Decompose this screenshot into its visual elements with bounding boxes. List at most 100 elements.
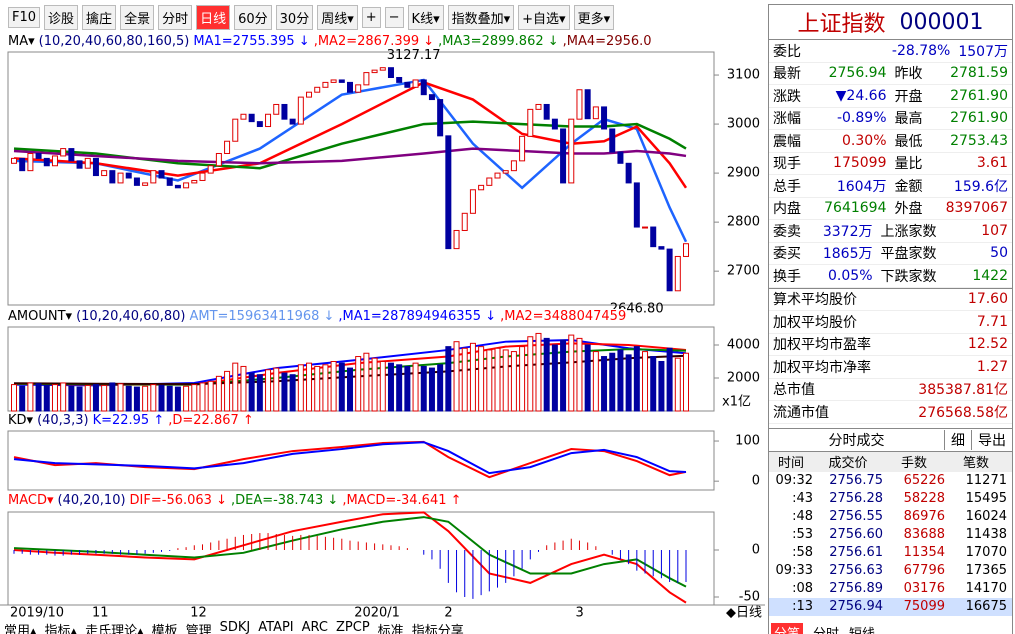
trade-cell: 2756.89 xyxy=(829,581,883,596)
trade-tab[interactable]: 导出 xyxy=(971,429,1012,450)
legend-item: AMOUNT▾ xyxy=(8,309,73,324)
bottom-tab[interactable]: 走氏理论▴ xyxy=(85,624,144,634)
stat-label: 加权平均市盈率 xyxy=(773,337,871,354)
toolbar-button[interactable]: K线▾ xyxy=(407,4,444,30)
macd-legend: MACD▾ (40,20,10) DIF=-56.063 ↓ ,DEA=-38.743… xyxy=(8,493,462,508)
toolbar-button[interactable]: + xyxy=(361,6,381,28)
volume-bar xyxy=(625,354,632,412)
candle xyxy=(166,177,173,186)
volume-bar xyxy=(355,356,362,412)
candle xyxy=(666,248,673,292)
quote-row: 委卖 3372万 上涨家数 107 xyxy=(769,220,1012,243)
y-tick-label: 4000 xyxy=(727,337,760,352)
candle xyxy=(527,108,534,137)
indicator-line xyxy=(13,120,687,170)
quote-cell: 3.61 xyxy=(976,155,1008,172)
trade-list: 09:32 2756.75 65226 11271:43 2756.28 58228 154… xyxy=(769,472,1012,616)
volume-bar xyxy=(379,360,386,412)
toolbar-button[interactable]: 30分 xyxy=(275,4,314,30)
bottom-tab[interactable]: 标准 xyxy=(377,624,404,634)
bottom-tabs: 常用▴ 指标▴ 走氏理论▴ 模板 管理 SDKJ ATAPI ARC ZPCP 标准 指标分享 xyxy=(4,620,464,634)
y-tick-label: 0 xyxy=(752,474,760,489)
toolbar-button[interactable]: 分时 xyxy=(158,4,193,30)
candle xyxy=(215,152,222,167)
trade-row: 09:33 2756.63 67796 17365 xyxy=(769,562,1012,580)
volume-bar xyxy=(371,357,378,412)
quote-row: 最新 2756.94 昨收 2781.59 xyxy=(769,63,1012,85)
volume-bar xyxy=(256,374,263,412)
right-tab[interactable]: 分笔 xyxy=(771,623,804,634)
quote-cell: 平盘家数 xyxy=(880,246,937,263)
stats-table: 算术平均股价 17.60 加权平均股价 7.71 加权平均市盈率 12.52 加权平均市净率… xyxy=(769,287,1012,424)
right-tab[interactable]: 分时 xyxy=(813,623,839,634)
bottom-tab[interactable]: SDKJ xyxy=(219,620,251,634)
trade-cell: 2756.63 xyxy=(829,563,883,578)
stat-row: 加权平均市净率 1.27 xyxy=(769,356,1012,379)
candle xyxy=(404,81,411,88)
candle xyxy=(183,182,190,189)
stat-label: 算术平均股价 xyxy=(773,292,857,309)
volume-bar xyxy=(265,369,272,412)
candle xyxy=(11,157,17,164)
toolbar-button[interactable]: 60分 xyxy=(234,4,272,30)
quote-cell: 107 xyxy=(981,222,1008,239)
period-label: ◆日线 xyxy=(726,606,762,621)
quote-row: 震幅 0.30% 最低 2753.43 xyxy=(769,130,1012,153)
trade-row: 09:32 2756.75 65226 11271 xyxy=(769,472,1012,490)
bottom-tab[interactable]: 指标分享 xyxy=(411,624,464,634)
volume-bar xyxy=(519,346,526,412)
toolbar-button[interactable]: 诊股 xyxy=(44,4,79,30)
toolbar-button[interactable]: 擒庄 xyxy=(82,4,117,30)
bottom-tab[interactable]: ATAPI xyxy=(258,620,294,634)
y-tick-label: 0 xyxy=(752,542,760,557)
trade-header-cell: 手数 xyxy=(900,456,927,471)
trade-cell: 58228 xyxy=(903,491,945,506)
candle xyxy=(601,106,608,130)
toolbar-button[interactable]: F10 xyxy=(8,6,41,28)
candle xyxy=(101,170,108,177)
candle xyxy=(510,160,517,172)
toolbar-button[interactable]: 指数叠加▾ xyxy=(447,4,515,30)
volume-bar xyxy=(199,382,206,412)
toolbar-button[interactable]: 周线▾ xyxy=(317,4,358,30)
volume-bar xyxy=(281,372,288,412)
bottom-tab[interactable]: 管理 xyxy=(185,624,212,634)
candle xyxy=(560,128,567,184)
toolbar-button[interactable]: 全景 xyxy=(120,4,155,30)
trade-cell: 86976 xyxy=(903,509,945,524)
legend-item: ,MACD=-34.641 ↑ xyxy=(342,493,462,508)
trade-cell: 11271 xyxy=(965,473,1007,488)
toolbar-button[interactable]: − xyxy=(384,6,404,28)
trade-tab[interactable]: 细 xyxy=(944,429,971,450)
candle xyxy=(84,157,91,169)
indicator-line xyxy=(13,147,687,165)
stat-row: 流通市值 276568.58亿 xyxy=(769,401,1012,424)
trade-row: :53 2756.60 83688 11438 xyxy=(769,526,1012,544)
legend-item: K=22.95 ↑ xyxy=(92,413,165,428)
toolbar-button[interactable]: 日线 xyxy=(196,4,231,30)
trade-tab[interactable]: 分时成交 xyxy=(828,432,885,449)
candle xyxy=(633,182,640,228)
toolbar-button[interactable]: 更多▾ xyxy=(573,4,615,30)
candle xyxy=(478,184,485,191)
candle xyxy=(60,148,67,157)
bottom-tab[interactable]: ARC xyxy=(301,620,328,634)
legend-item: ,MA3=2899.862 ↓ xyxy=(438,34,559,49)
right-tab[interactable]: 短线 xyxy=(849,623,875,634)
candle xyxy=(68,148,75,162)
bottom-tab[interactable]: ZPCP xyxy=(336,620,370,634)
trade-cell: 17365 xyxy=(965,563,1007,578)
volume-bar xyxy=(248,372,255,412)
trade-cell: :13 xyxy=(792,599,813,614)
volume-bar xyxy=(601,356,608,412)
candle xyxy=(19,157,26,172)
bottom-tab[interactable]: 常用▴ xyxy=(4,624,37,634)
bottom-tab[interactable]: 模板 xyxy=(151,624,178,634)
x-tick-label: 3 xyxy=(575,606,583,621)
candle xyxy=(76,160,83,169)
toolbar-button[interactable]: +自选▾ xyxy=(518,4,570,30)
bottom-tab[interactable]: 指标▴ xyxy=(44,624,78,634)
candle xyxy=(625,162,632,184)
volume-bar xyxy=(76,386,83,412)
